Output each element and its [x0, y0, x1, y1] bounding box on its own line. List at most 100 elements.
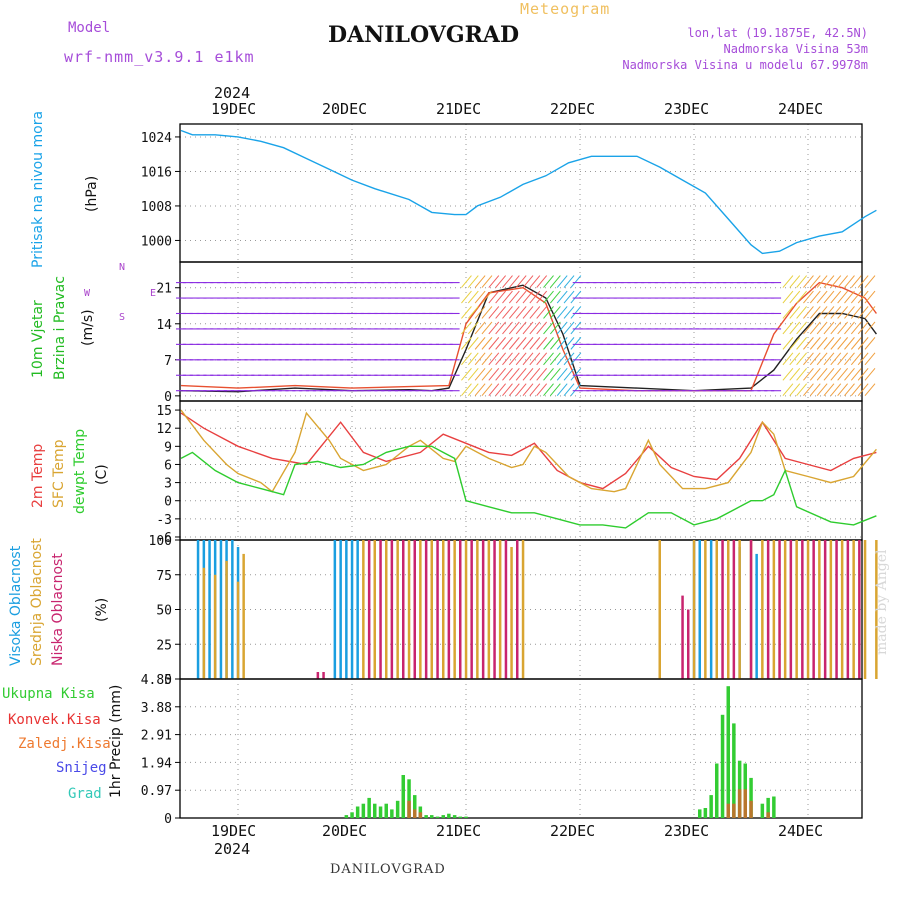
bar-ukupna-kisa: [703, 808, 708, 818]
bar-ukupna-kisa: [441, 815, 445, 818]
wind-arrow: [563, 321, 575, 335]
bar-konvek-kisa: [749, 800, 753, 818]
wind-arrow: [850, 337, 862, 350]
wind-arrow: [543, 306, 554, 319]
wind-arrow: [796, 367, 807, 381]
temp-sfc-label: SFC Temp: [51, 439, 67, 508]
bar-ukupna-kisa: [430, 815, 434, 818]
wind-arrow: [796, 306, 807, 319]
wind-arrow: [515, 383, 527, 397]
wind-arrow: [556, 367, 568, 381]
wind-arrow: [809, 352, 821, 366]
wind-arrow: [467, 321, 479, 335]
legend-conv-rain: Konvek.Kisa: [8, 712, 101, 728]
wind-arrow: [782, 306, 794, 319]
wind-arrow: [857, 367, 869, 381]
wind-arrow: [816, 275, 828, 288]
wind-arrow: [809, 321, 821, 335]
wind-arrow: [549, 367, 561, 381]
bar-niska-oblacnost: [681, 595, 684, 679]
bar-ukupna-kisa: [715, 763, 719, 818]
wind-arrow: [556, 321, 568, 335]
wind-arrow: [844, 321, 855, 335]
wind-arrow: [850, 367, 862, 381]
wind-arrow: [502, 383, 513, 397]
wind-arrow: [809, 290, 821, 304]
wind-arrow: [549, 290, 561, 304]
wind-arrow: [782, 337, 794, 350]
wind-arrow: [844, 290, 855, 304]
wind-arrow: [563, 306, 575, 319]
bar-niska-oblacnost: [516, 540, 519, 679]
wind-arrow: [488, 275, 500, 288]
y-tick-label: 0: [164, 495, 172, 510]
bar-visoka-oblacnost: [219, 540, 223, 679]
wind-arrow: [816, 321, 828, 335]
bar-visoka-oblacnost: [350, 540, 354, 679]
wind-arrow: [522, 367, 534, 381]
wind-arrow: [481, 337, 493, 350]
model-label: Model: [68, 20, 111, 36]
bar-niska-oblacnost: [481, 540, 485, 679]
bar-ukupna-kisa: [452, 815, 457, 818]
bar-niska-oblacnost: [801, 540, 804, 679]
bar-ukupna-kisa: [413, 795, 417, 818]
bar-srednja-oblacnost: [704, 540, 707, 679]
wind-arrow: [461, 367, 472, 381]
wind-arrow: [495, 306, 507, 319]
bar-ukupna-kisa: [378, 806, 383, 818]
day-label-bottom: 24DEC: [778, 822, 824, 840]
wind-arrow: [830, 337, 842, 350]
wind-arrow: [837, 352, 849, 366]
y-tick-label: 14: [156, 318, 172, 333]
legend-hail: Grad: [68, 786, 102, 802]
wind-arrow: [508, 367, 520, 381]
bar-srednja-oblacnost: [419, 540, 422, 679]
day-label-bottom: 21DEC: [436, 822, 482, 840]
wind-arrow: [830, 383, 842, 397]
bar-visoka-oblacnost: [356, 540, 359, 679]
bar-ukupna-kisa: [407, 779, 411, 818]
y-tick-label: 4.85: [141, 673, 172, 688]
bar-srednja-oblacnost: [430, 540, 433, 679]
wind-arrow: [495, 383, 507, 397]
wind-arrow: [536, 290, 548, 304]
y-tick-label: 50: [156, 604, 172, 619]
wind-arrow: [461, 306, 472, 319]
wind-arrow: [549, 321, 561, 335]
bar-srednja-oblacnost: [806, 540, 810, 679]
wind-arrow: [864, 352, 876, 366]
bar-ukupna-kisa: [720, 714, 725, 818]
wind-arrow: [515, 367, 527, 381]
wind-arrow: [803, 275, 814, 288]
compass-s-label: S: [119, 312, 126, 323]
bar-niska-oblacnost: [823, 540, 827, 679]
wind-arrow: [864, 367, 876, 381]
bar-srednja-oblacnost: [738, 540, 741, 679]
wind-arrow: [488, 367, 500, 381]
bar-ukupna-kisa: [390, 809, 394, 818]
wind-arrow: [864, 275, 876, 288]
wind-arrow: [789, 290, 801, 304]
bar-konvek-kisa: [726, 803, 730, 818]
cloud-mid-label: Srednja Oblacnost: [29, 538, 45, 666]
wind-arrow: [481, 321, 493, 335]
wind-arrow: [823, 352, 835, 366]
bar-ukupna-kisa: [766, 797, 770, 818]
wind-arrow: [467, 367, 479, 381]
wind-arrow: [830, 290, 842, 304]
bar-visoka-oblacnost: [339, 540, 342, 679]
bar-ukupna-kisa: [760, 803, 765, 818]
bar-ukupna-kisa: [344, 815, 349, 818]
wind-arrow: [488, 352, 500, 366]
wind-arrow: [556, 337, 568, 350]
model-altitude-label: Nadmorska Visina u modelu 67.9978m: [622, 58, 868, 72]
y-tick-label: 12: [156, 422, 172, 437]
temp-dewpt-label: dewpt Temp: [72, 428, 88, 514]
wind-arrow: [837, 337, 849, 350]
wind-arrow: [508, 321, 520, 335]
wind-arrow: [789, 306, 801, 319]
wind-arrow: [864, 290, 876, 304]
wind-arrow: [522, 383, 534, 397]
